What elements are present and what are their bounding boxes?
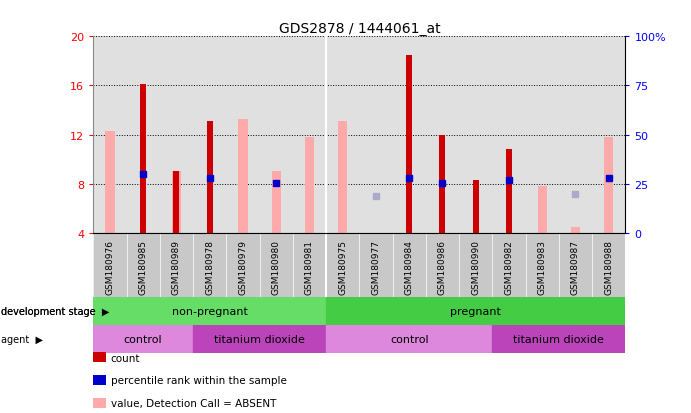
Title: GDS2878 / 1444061_at: GDS2878 / 1444061_at (278, 22, 440, 36)
Bar (506, 150, 512, 233)
Text: GSM180990: GSM180990 (471, 240, 480, 294)
Bar (604, 138, 614, 233)
Text: GSM180989: GSM180989 (172, 240, 181, 294)
Text: development stage  ▶: development stage ▶ (1, 306, 110, 316)
Bar (140, 85, 146, 233)
Bar (173, 172, 180, 233)
Bar (571, 227, 580, 233)
Text: GSM180983: GSM180983 (538, 240, 547, 294)
Text: control: control (390, 335, 428, 344)
Text: non-pregnant: non-pregnant (172, 306, 247, 316)
Text: count: count (111, 353, 140, 363)
Text: percentile rank within the sample: percentile rank within the sample (111, 375, 287, 385)
Bar (172, 172, 181, 233)
Text: GSM180984: GSM180984 (405, 240, 414, 294)
Bar (492, 325, 625, 354)
Text: GSM180980: GSM180980 (272, 240, 281, 294)
Bar (272, 172, 281, 233)
Bar (473, 180, 479, 233)
Bar (406, 56, 413, 233)
Bar (439, 135, 446, 233)
Text: pregnant: pregnant (451, 306, 501, 316)
Bar (93, 325, 193, 354)
Bar (238, 119, 247, 233)
Text: GSM180986: GSM180986 (438, 240, 447, 294)
Bar (305, 138, 314, 233)
Bar (326, 297, 625, 325)
Text: control: control (124, 335, 162, 344)
Text: development stage: development stage (1, 306, 95, 316)
Bar (193, 325, 426, 354)
Bar (538, 187, 547, 233)
Bar (338, 122, 348, 233)
Text: GSM180978: GSM180978 (205, 240, 214, 294)
Text: GSM180977: GSM180977 (372, 240, 381, 294)
Text: titanium dioxide: titanium dioxide (214, 335, 305, 344)
Text: GSM180979: GSM180979 (238, 240, 247, 294)
Text: GSM180976: GSM180976 (106, 240, 115, 294)
Text: GSM180985: GSM180985 (139, 240, 148, 294)
Text: GSM180975: GSM180975 (338, 240, 347, 294)
Text: GSM180988: GSM180988 (604, 240, 613, 294)
Text: titanium dioxide: titanium dioxide (513, 335, 605, 344)
Bar (207, 122, 213, 233)
Bar (93, 297, 326, 325)
Text: value, Detection Call = ABSENT: value, Detection Call = ABSENT (111, 398, 276, 408)
Bar (326, 325, 493, 354)
Text: GSM180987: GSM180987 (571, 240, 580, 294)
Text: GSM180981: GSM180981 (305, 240, 314, 294)
Text: agent  ▶: agent ▶ (1, 335, 44, 344)
Text: GSM180982: GSM180982 (504, 240, 513, 294)
Bar (105, 132, 115, 233)
